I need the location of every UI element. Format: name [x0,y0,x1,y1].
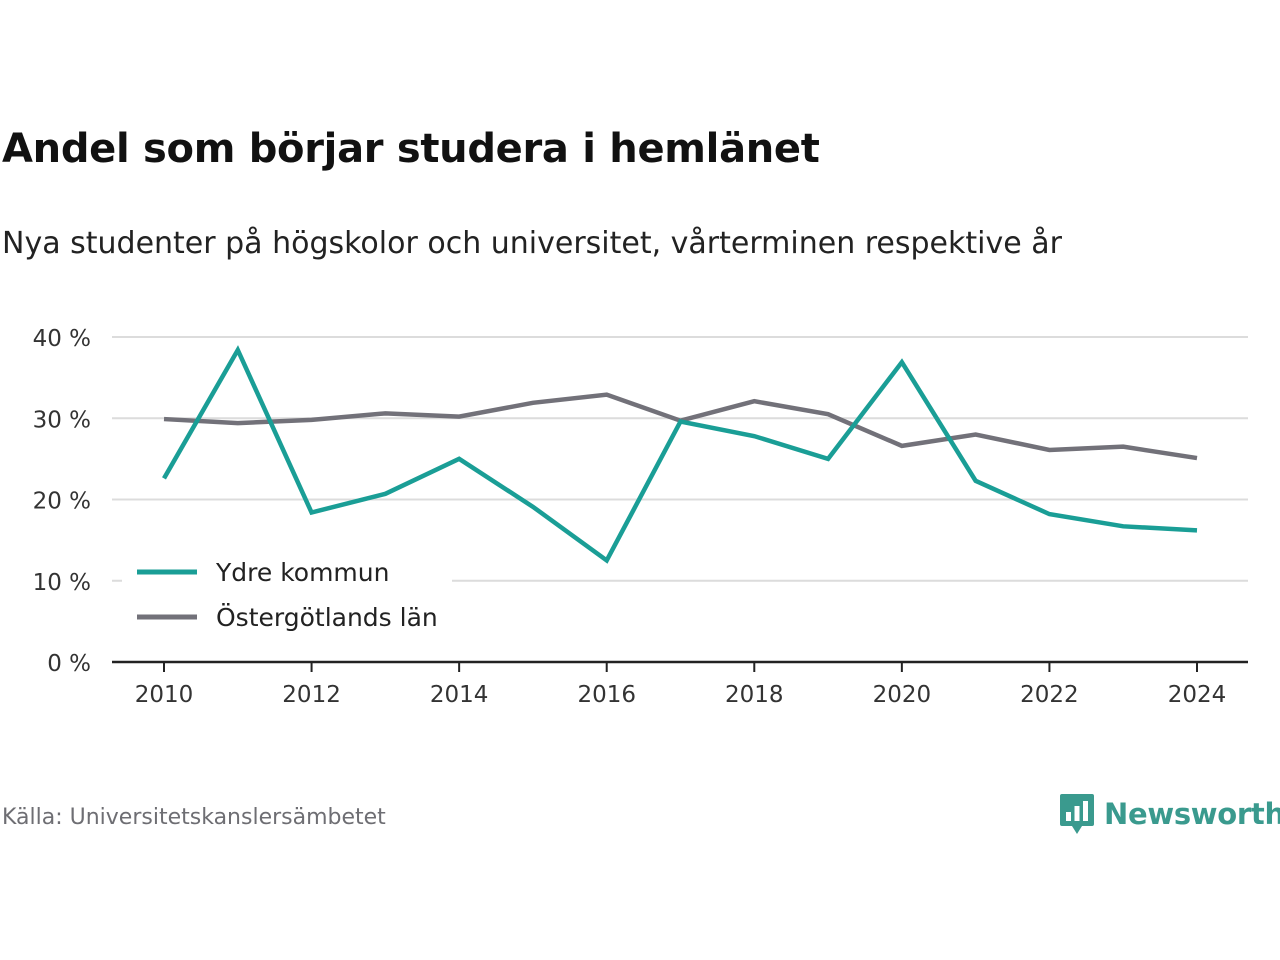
brand-name: Newsworthy [1104,797,1280,831]
chart-title: Andel som börjar studera i hemlänet [2,126,820,172]
x-tick-label: 2014 [430,682,489,708]
y-tick-label: 10 % [33,570,91,596]
brand-logo: Newsworthy [1058,790,1280,838]
legend-box [122,548,452,641]
y-tick-label: 30 % [33,407,91,433]
series-line-ydre-kommun [162,345,1198,564]
x-tick-label: 2016 [577,682,636,708]
x-tick-label: 2020 [873,682,932,708]
x-tick-label: 2018 [725,682,784,708]
y-tick-label: 40 % [33,326,91,352]
x-tick-label: 2010 [135,682,194,708]
x-tick-label: 2012 [282,682,341,708]
legend-label: Ydre kommun [215,558,389,587]
source-note: Källa: Universitetskanslersämbetet [2,805,386,830]
x-tick-label: 2022 [1020,682,1079,708]
newsworthy-logo-icon [1060,794,1094,834]
y-tick-label: 0 % [47,651,91,677]
series-line-ostergotlands-lan [163,392,1198,461]
y-tick-label: 20 % [33,489,91,515]
chart-subtitle: Nya studenter på högskolor och universit… [2,226,1062,261]
x-tick-label: 2024 [1168,682,1227,708]
legend-label: Östergötlands län [216,603,438,632]
